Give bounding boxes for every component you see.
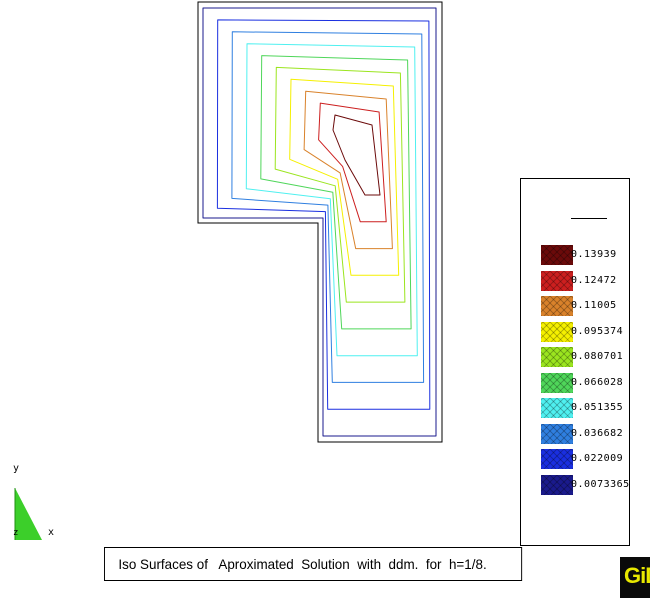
legend-value: 0.080701 [571,351,624,362]
legend-item: 0.13939 [541,245,629,265]
contour-line [216,19,431,410]
legend-item: 0.095374 [541,321,629,342]
axis-y-label: y [13,463,20,474]
legend-value: 0.11005 [571,300,617,311]
legend-item: 0.12472 [541,270,629,291]
gid-logo-text: GiD [624,563,650,588]
legend-swatch [541,449,573,469]
gid-logo: GiD [620,557,650,598]
legend-swatch [541,245,573,265]
legend-value: 0.0073365 [571,478,630,490]
legend-item: 0.0073365 [541,474,630,495]
legend-value: 0.095374 [571,325,624,337]
contour-line [289,78,400,276]
legend-value: 0.022009 [571,453,624,464]
axis-triad-icon [15,488,42,540]
contour-line [303,90,393,250]
legend-swatch [541,474,573,495]
axis-x-label: x [48,527,55,538]
contour-line [274,66,406,303]
legend-swatch [541,296,573,316]
contour-line [260,55,412,330]
legend-value: 0.13939 [571,249,617,260]
contour-line [318,102,387,223]
legend-value: 0.12472 [571,274,617,286]
legend-item: 0.11005 [541,296,629,316]
legend-panel: 0.13939 0.12472 0.11005 0.095374 0.080701 0.0… [520,178,630,546]
legend-swatch [541,423,573,444]
legend-swatch [541,347,573,367]
plot-caption: Iso Surfaces of Aproximated Solution wit… [104,547,523,581]
legend-item: 0.080701 [541,347,629,367]
contour-line [245,43,418,357]
legend-value: 0.036682 [571,427,624,439]
legend-value: 0.066028 [571,376,624,388]
legend-item: 0.036682 [541,423,629,444]
legend-value: 0.051355 [571,402,624,413]
legend-swatch [541,321,573,342]
legend-swatch [541,270,573,291]
contour-line [231,31,425,383]
axis-z-label: z [13,528,19,538]
legend-title-dash [571,218,607,219]
legend-item: 0.051355 [541,398,629,418]
legend-swatch [541,372,573,393]
contour-lines [202,7,437,437]
contour-line [202,7,437,437]
legend-item: 0.022009 [541,449,629,469]
contour-line [332,114,381,196]
domain-outline [197,1,443,443]
legend-item: 0.066028 [541,372,629,393]
legend-swatch [541,398,573,418]
